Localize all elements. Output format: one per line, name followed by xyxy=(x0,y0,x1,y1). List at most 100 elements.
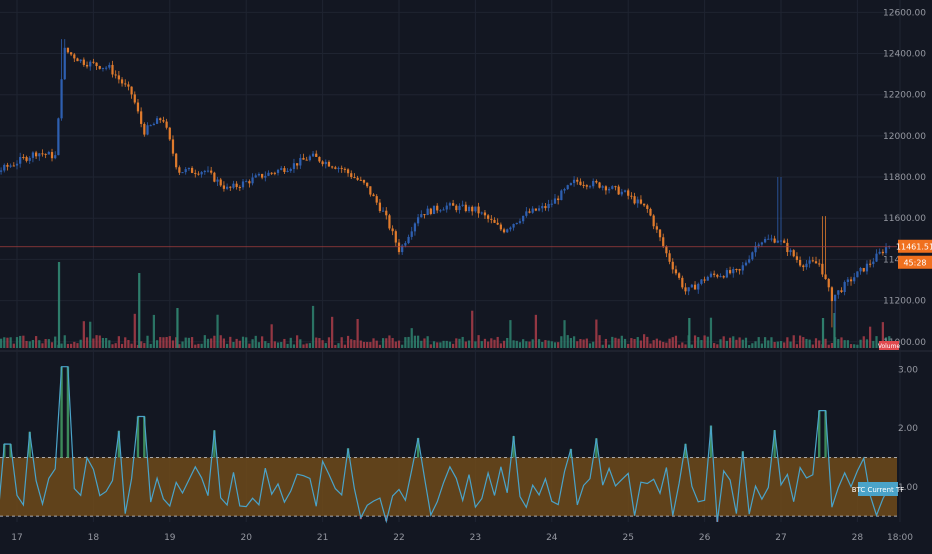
volume-bar xyxy=(261,336,264,348)
candle-body xyxy=(553,198,557,204)
candle-body xyxy=(404,243,407,246)
candle-body xyxy=(872,261,875,265)
candle-body xyxy=(649,208,652,216)
candle-body xyxy=(544,206,547,209)
volume-bar xyxy=(598,335,601,348)
candle-body xyxy=(353,177,356,179)
volume-bar xyxy=(343,344,346,348)
volume-bar xyxy=(28,341,31,348)
volume-bar xyxy=(795,344,799,348)
candle-body xyxy=(120,79,124,84)
volume-bar xyxy=(120,343,124,348)
volume-bar xyxy=(362,341,366,348)
volume-bar xyxy=(853,344,856,348)
candle-body xyxy=(452,203,455,206)
price-tick-label: 12600.00 xyxy=(883,8,926,18)
candle-body xyxy=(261,173,264,178)
candle-body xyxy=(483,212,487,216)
volume-bar xyxy=(187,337,191,348)
volume-bar xyxy=(544,340,547,348)
candle-body xyxy=(735,269,738,271)
candle-body xyxy=(206,170,210,172)
volume-bar xyxy=(73,341,76,348)
candle-body xyxy=(136,102,140,112)
candle-body xyxy=(598,182,601,188)
volume-bar xyxy=(235,338,238,348)
candle-body xyxy=(595,180,598,183)
volume-bar xyxy=(493,339,496,348)
volume-bar xyxy=(805,338,808,348)
candle-body xyxy=(763,239,767,243)
volume-bar xyxy=(89,321,92,348)
volume-bar xyxy=(117,336,120,348)
volume-bar xyxy=(353,340,356,348)
volume-bar xyxy=(378,344,382,348)
candle-body xyxy=(22,156,25,158)
volume-bar xyxy=(146,335,149,348)
candle-body xyxy=(346,169,350,174)
candle-body xyxy=(423,214,426,216)
candle-body xyxy=(534,208,537,211)
candle-body xyxy=(802,265,805,268)
candle-body xyxy=(187,167,191,170)
volume-bar xyxy=(76,343,79,348)
volume-bar xyxy=(381,338,385,348)
x-tick-label: 17 xyxy=(11,533,22,543)
candle-body xyxy=(515,222,518,224)
candle-body xyxy=(432,205,436,214)
volume-bar xyxy=(722,336,725,348)
volume-bar xyxy=(394,341,397,348)
candle-body xyxy=(697,283,700,290)
indicator-line xyxy=(0,366,890,524)
candle-body xyxy=(362,180,366,183)
candle-body xyxy=(50,152,54,159)
volume-bar xyxy=(155,340,159,348)
volume-bar xyxy=(738,337,741,348)
indicator-hist-bar xyxy=(684,443,687,458)
volume-bar xyxy=(432,341,436,348)
indicator-hist-bar xyxy=(28,431,31,458)
volume-bar xyxy=(66,343,70,348)
candle-body xyxy=(89,61,92,67)
candle-body xyxy=(665,246,668,254)
volume-bar xyxy=(595,319,598,348)
candle-body xyxy=(381,210,385,212)
volume-bar xyxy=(391,338,394,348)
volume-bar xyxy=(321,340,324,348)
candle-body xyxy=(210,170,213,173)
volume-bar xyxy=(872,340,875,348)
candle-body xyxy=(324,161,327,165)
candle-body xyxy=(636,199,639,204)
volume-bar xyxy=(627,343,630,348)
volume-bar xyxy=(152,314,155,348)
volume-bar xyxy=(783,342,786,348)
indicator-hist-bar xyxy=(773,430,776,458)
volume-bar xyxy=(397,340,401,348)
volume-bar xyxy=(706,336,709,348)
indicator-hist-bar xyxy=(9,444,12,458)
price-tick-label: 12000.00 xyxy=(883,132,926,142)
volume-bar xyxy=(741,339,744,348)
candle-body xyxy=(232,183,235,188)
candle-body xyxy=(190,167,194,173)
indicator-label-badge xyxy=(858,482,898,496)
volume-bar xyxy=(315,337,318,348)
candle-body xyxy=(547,204,550,209)
volume-bar xyxy=(254,335,257,348)
volume-bar xyxy=(614,337,617,348)
candle-body xyxy=(0,170,3,172)
volume-bar xyxy=(184,337,187,348)
candle-body xyxy=(197,173,200,175)
volume-bar xyxy=(534,314,537,348)
candle-body xyxy=(795,256,799,260)
candle-body xyxy=(805,263,808,268)
candle-body xyxy=(292,163,296,169)
x-tick-label: 23 xyxy=(470,533,481,543)
x-tick-label: 19 xyxy=(164,533,176,543)
candle-body xyxy=(658,229,662,238)
last-price-badge xyxy=(898,239,932,253)
volume-bar xyxy=(633,339,636,348)
candle-body xyxy=(668,253,671,262)
